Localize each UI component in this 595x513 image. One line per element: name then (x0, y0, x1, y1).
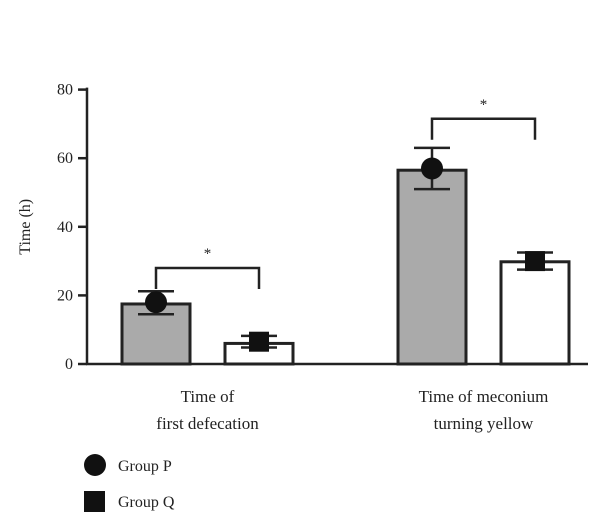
mean-marker-circle (421, 157, 443, 180)
mean-marker-circle (145, 291, 167, 314)
significance-bracket (154, 266, 261, 289)
significance-asterisk: * (204, 246, 212, 262)
bar-group-q (499, 260, 571, 366)
legend: Group P Group Q (84, 454, 175, 512)
x-category-label: Time of meconium (419, 387, 549, 406)
legend-label: Group P (118, 458, 172, 475)
y-tick-label: 40 (57, 219, 73, 236)
y-axis-title: Time (h) (17, 199, 34, 255)
significance-bracket (430, 117, 537, 140)
x-category-label: first defecation (156, 414, 259, 433)
x-category-label: Time of (181, 387, 235, 406)
y-tick-label: 20 (57, 287, 73, 304)
y-tick-label: 0 (65, 356, 73, 373)
mean-marker-square (249, 331, 269, 352)
significance-asterisk: * (480, 97, 488, 113)
bar-group-p (396, 168, 468, 366)
legend-marker-square (84, 491, 105, 512)
category-labels: Time of first defecation Time of meconium t… (156, 387, 548, 433)
significance-brackets: ** (154, 97, 537, 289)
y-tick-label: 60 (57, 150, 73, 167)
y-tick-label: 80 (57, 82, 73, 99)
legend-label: Group Q (118, 494, 175, 511)
legend-marker-circle (84, 454, 106, 476)
bars (120, 146, 571, 366)
x-category-label: turning yellow (434, 414, 534, 433)
mean-marker-square (525, 251, 545, 272)
